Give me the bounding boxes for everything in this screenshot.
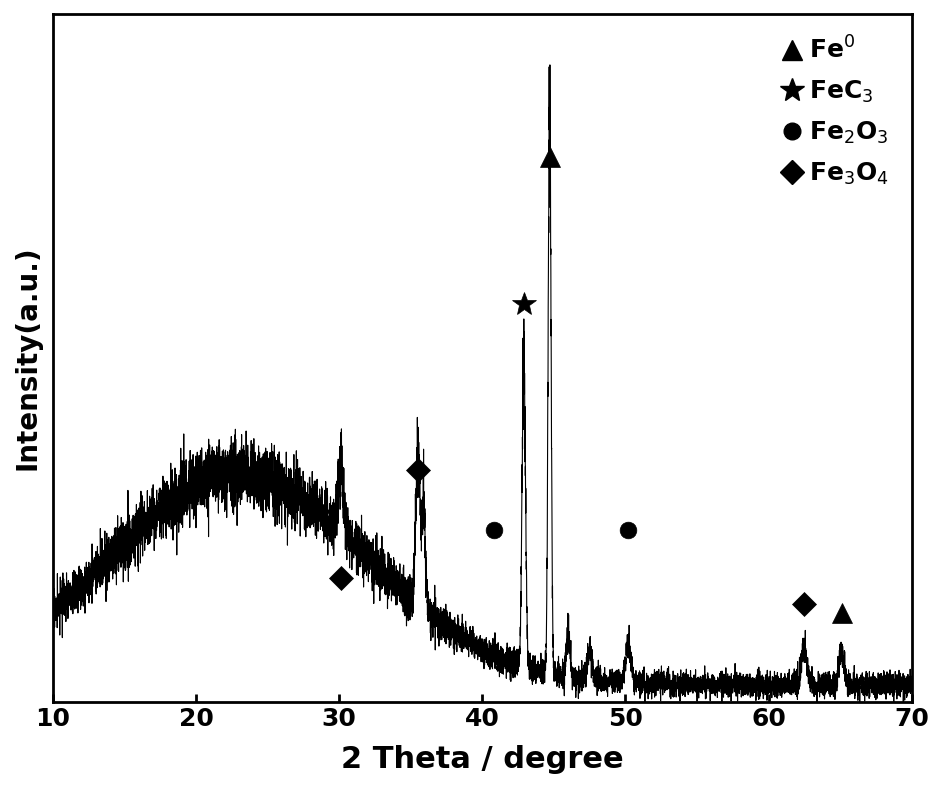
X-axis label: 2 Theta / degree: 2 Theta / degree [341, 745, 623, 774]
Y-axis label: Intensity(a.u.): Intensity(a.u.) [14, 246, 41, 470]
Legend: Fe$^0$, FeC$_3$, Fe$_2$O$_3$, Fe$_3$O$_4$: Fe$^0$, FeC$_3$, Fe$_2$O$_3$, Fe$_3$O$_4… [772, 26, 900, 197]
